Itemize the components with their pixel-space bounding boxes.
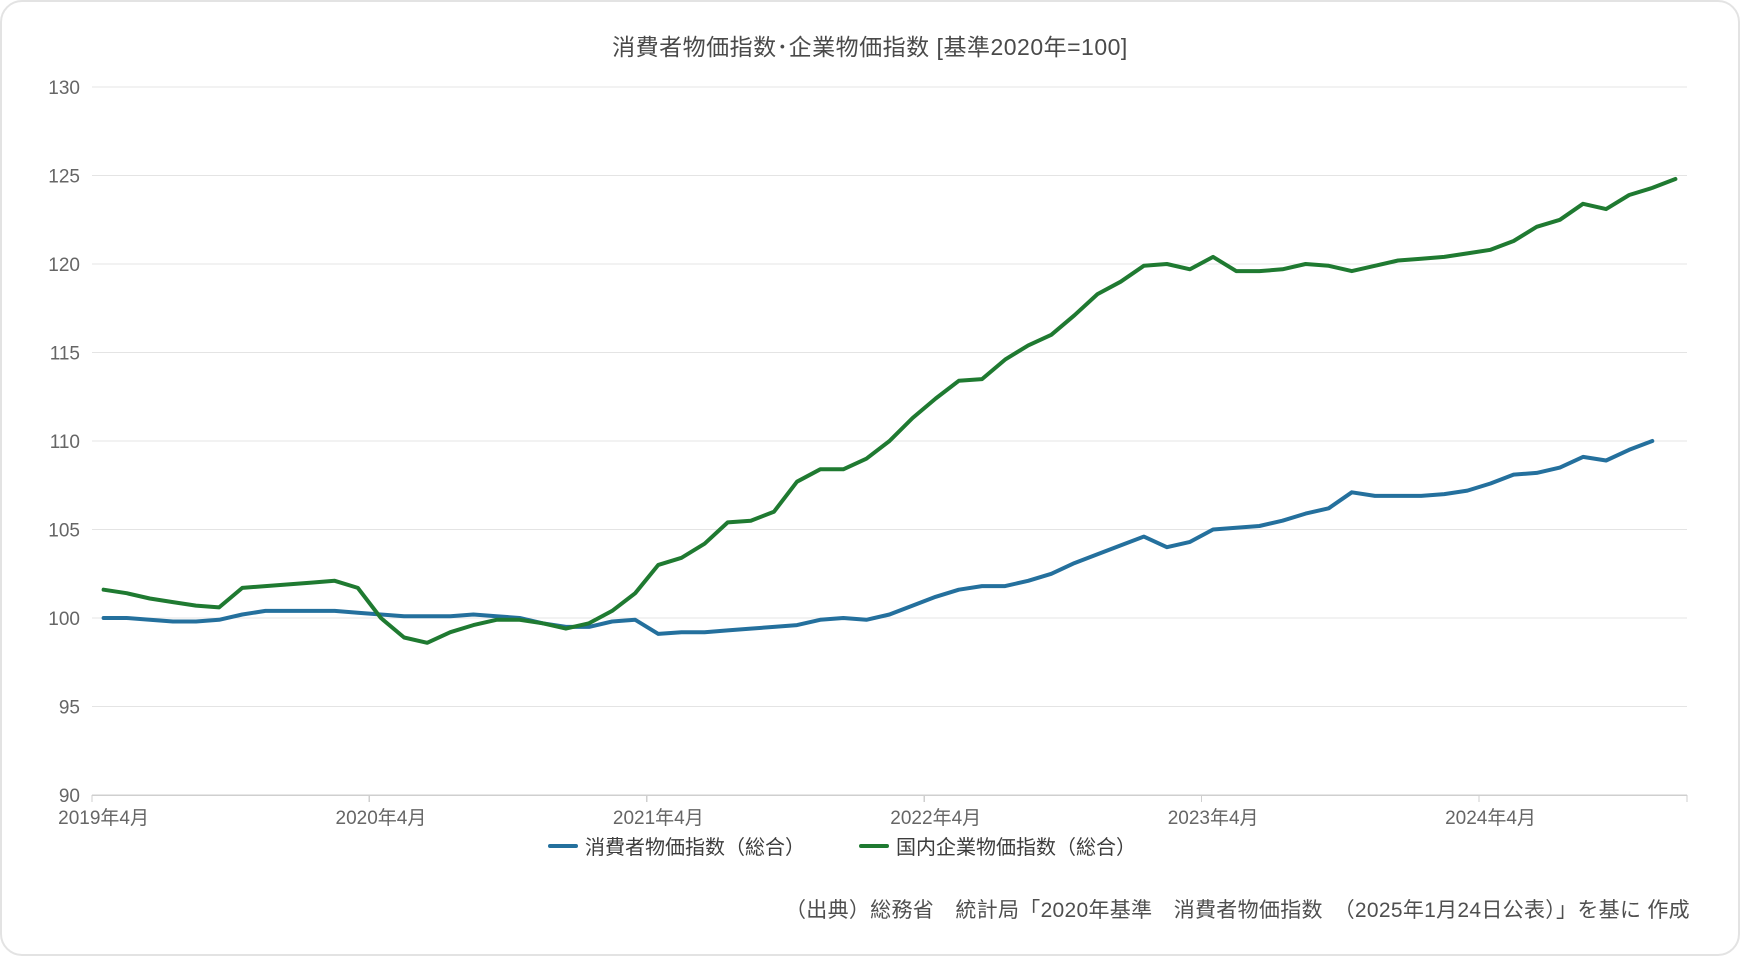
y-axis-label-110: 110 <box>50 432 80 453</box>
cpi-line-swatch-icon <box>548 843 578 848</box>
source-note: （出典）総務省 統計局「2020年基準 消費者物価指数 （2025年1月24日公… <box>784 899 1690 922</box>
cpi-legend-label: 消費者物価指数（総合） <box>585 837 805 859</box>
x-axis-label: 2021年4月 <box>613 807 704 829</box>
x-axis-label: 2020年4月 <box>336 807 427 829</box>
y-axis-label-105: 105 <box>48 521 80 542</box>
y-axis-label-115: 115 <box>50 344 80 365</box>
y-axis-label-95: 95 <box>59 698 80 719</box>
x-axis-label: 2024年4月 <box>1445 807 1536 829</box>
cpi-series-line <box>101 439 1655 636</box>
y-axis-label-125: 125 <box>48 167 80 188</box>
y-axis-label-100: 100 <box>48 609 80 630</box>
y-axis-label-120: 120 <box>48 255 80 276</box>
y-axis-label-90: 90 <box>59 786 80 807</box>
cgpi-line-swatch-icon <box>859 843 889 848</box>
legend-item-cgpi: 国内企業物価指数（総合） <box>859 831 1136 860</box>
y-axis-label-130: 130 <box>48 78 80 99</box>
x-axis-label: 2019年4月 <box>58 807 149 829</box>
x-axis-label: 2023年4月 <box>1168 807 1259 829</box>
legend-item-cpi: 消費者物価指数（総合） <box>548 831 805 860</box>
chart-title: 消費者物価指数･企業物価指数 [基準2020年=100] <box>612 34 1128 60</box>
x-axis-label: 2022年4月 <box>890 807 981 829</box>
chart-legend: 消費者物価指数（総合） 国内企業物価指数（総合） <box>2 831 1710 860</box>
cgpi-legend-label: 国内企業物価指数（総合） <box>896 837 1136 859</box>
cgpi-series-line <box>101 177 1678 645</box>
